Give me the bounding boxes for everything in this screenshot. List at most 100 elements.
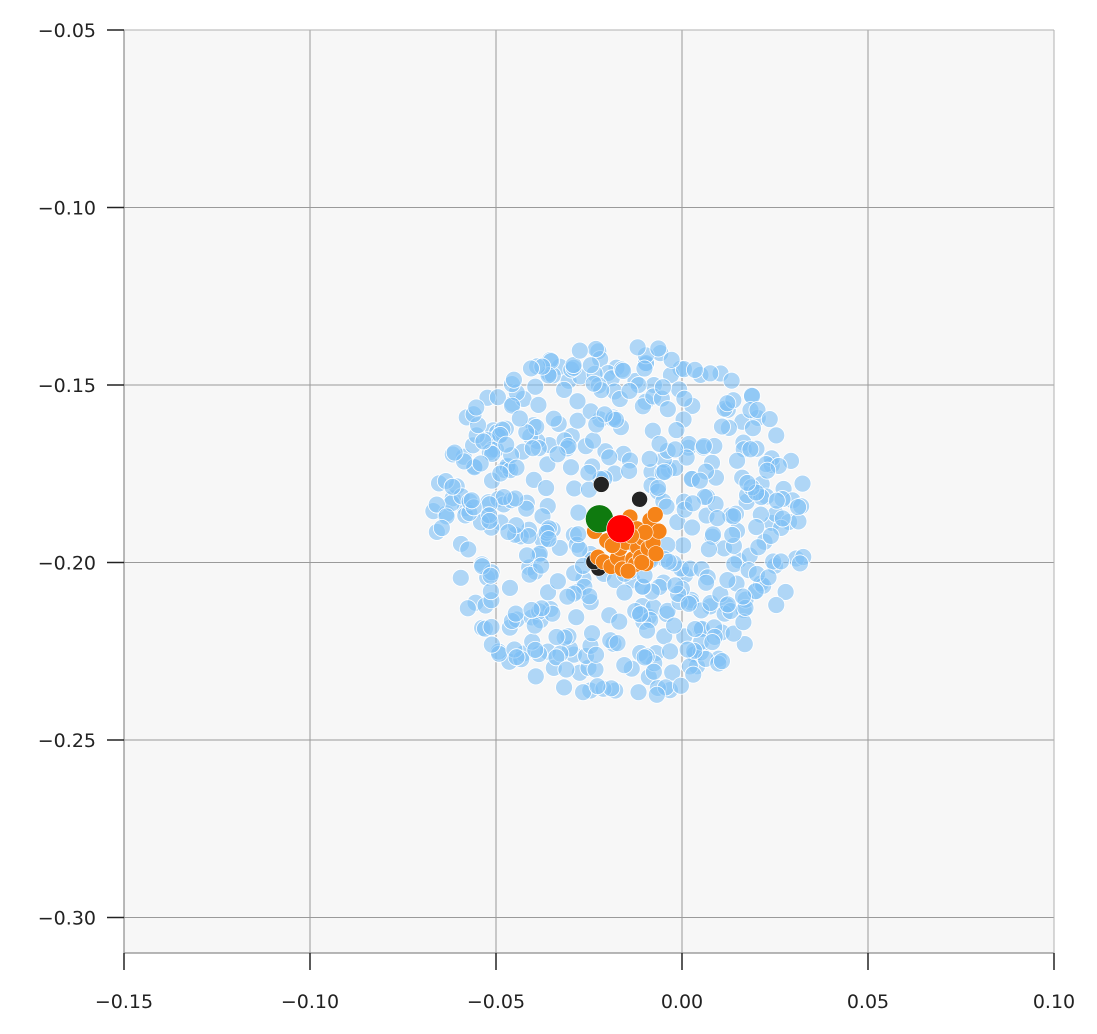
- data-point: [694, 437, 713, 456]
- data-point: [697, 573, 715, 592]
- data-point: [544, 409, 563, 428]
- data-point: [494, 488, 513, 507]
- data-point: [580, 587, 599, 606]
- data-point: [644, 662, 663, 681]
- data-point: [619, 562, 637, 580]
- data-point: [501, 578, 519, 597]
- data-point: [588, 677, 607, 696]
- data-point: [759, 568, 778, 587]
- data-point: [587, 645, 605, 664]
- data-point: [793, 474, 812, 493]
- data-point: [741, 440, 760, 459]
- data-point: [526, 667, 545, 686]
- data-point: [581, 356, 600, 375]
- data-point: [674, 536, 693, 555]
- data-point: [636, 524, 654, 541]
- data-point: [497, 435, 516, 454]
- data-point: [579, 463, 598, 482]
- data-point: [767, 491, 786, 510]
- data-point: [443, 477, 462, 496]
- data-point: [610, 612, 629, 631]
- data-point: [482, 582, 500, 601]
- data-point: [507, 458, 526, 477]
- data-point: [462, 491, 481, 510]
- data-point: [713, 417, 731, 436]
- axes: [107, 29, 1055, 970]
- data-point: [555, 678, 573, 697]
- data-point: [620, 382, 639, 400]
- x-tick-label: −0.10: [281, 991, 339, 1013]
- data-point: [722, 371, 741, 390]
- data-point: [620, 461, 639, 480]
- data-point: [529, 395, 548, 414]
- data-point: [628, 338, 647, 357]
- data-point: [761, 526, 780, 545]
- data-point: [767, 426, 786, 445]
- data-point: [760, 410, 779, 428]
- data-point: [718, 571, 737, 590]
- data-point: [654, 378, 672, 397]
- data-point: [568, 411, 587, 430]
- data-point: [631, 491, 648, 508]
- data-point: [615, 656, 634, 675]
- data-point: [646, 506, 664, 523]
- data-point: [568, 392, 587, 411]
- data-point: [505, 370, 523, 389]
- x-tick-label: 0.10: [1033, 991, 1075, 1013]
- data-point: [749, 538, 768, 557]
- data-point: [666, 576, 685, 595]
- data-point: [629, 683, 648, 702]
- data-point: [587, 415, 606, 434]
- data-point: [671, 676, 690, 695]
- data-point: [728, 451, 746, 470]
- data-point: [570, 540, 589, 559]
- data-point: [767, 596, 786, 614]
- data-point: [548, 572, 567, 591]
- data-point: [747, 518, 766, 536]
- data-point: [584, 374, 603, 393]
- data-point: [635, 359, 654, 378]
- data-point: [547, 628, 566, 646]
- data-point: [638, 621, 656, 640]
- data-point: [683, 494, 702, 513]
- y-tick-label: −0.20: [38, 553, 96, 575]
- data-point: [758, 461, 777, 480]
- data-point: [526, 377, 545, 396]
- data-point: [539, 530, 558, 549]
- data-point: [703, 633, 722, 651]
- data-point: [789, 498, 807, 517]
- data-point: [684, 665, 703, 684]
- data-point: [499, 523, 518, 541]
- data-point: [647, 685, 666, 704]
- y-tick-label: −0.05: [38, 20, 96, 42]
- data-point: [569, 525, 588, 544]
- data-point: [704, 525, 722, 544]
- tick-labels: −0.15 −0.10 −0.05 0.00 0.05 0.10 −0.05 −0.10 −0.…: [38, 20, 1075, 1013]
- data-point: [631, 605, 650, 624]
- data-point: [635, 648, 654, 667]
- data-point: [659, 552, 678, 571]
- data-point: [532, 556, 551, 575]
- data-point: [503, 396, 521, 415]
- x-tick-label: 0.05: [847, 991, 889, 1013]
- x-tick-label: −0.05: [467, 991, 525, 1013]
- data-point: [518, 546, 536, 565]
- data-point: [600, 448, 619, 467]
- data-point: [507, 648, 526, 667]
- data-point: [474, 432, 493, 451]
- data-point: [525, 616, 544, 635]
- data-point: [685, 360, 704, 379]
- data-point: [587, 340, 605, 358]
- data-point: [665, 616, 683, 635]
- data-point: [555, 380, 574, 399]
- data-point: [592, 476, 610, 493]
- data-point: [519, 527, 538, 545]
- data-point: [661, 642, 679, 661]
- data-point: [548, 445, 567, 464]
- data-point: [701, 364, 720, 383]
- x-tick-label: −0.15: [95, 991, 153, 1013]
- data-point: [547, 648, 566, 667]
- data-point: [662, 350, 681, 369]
